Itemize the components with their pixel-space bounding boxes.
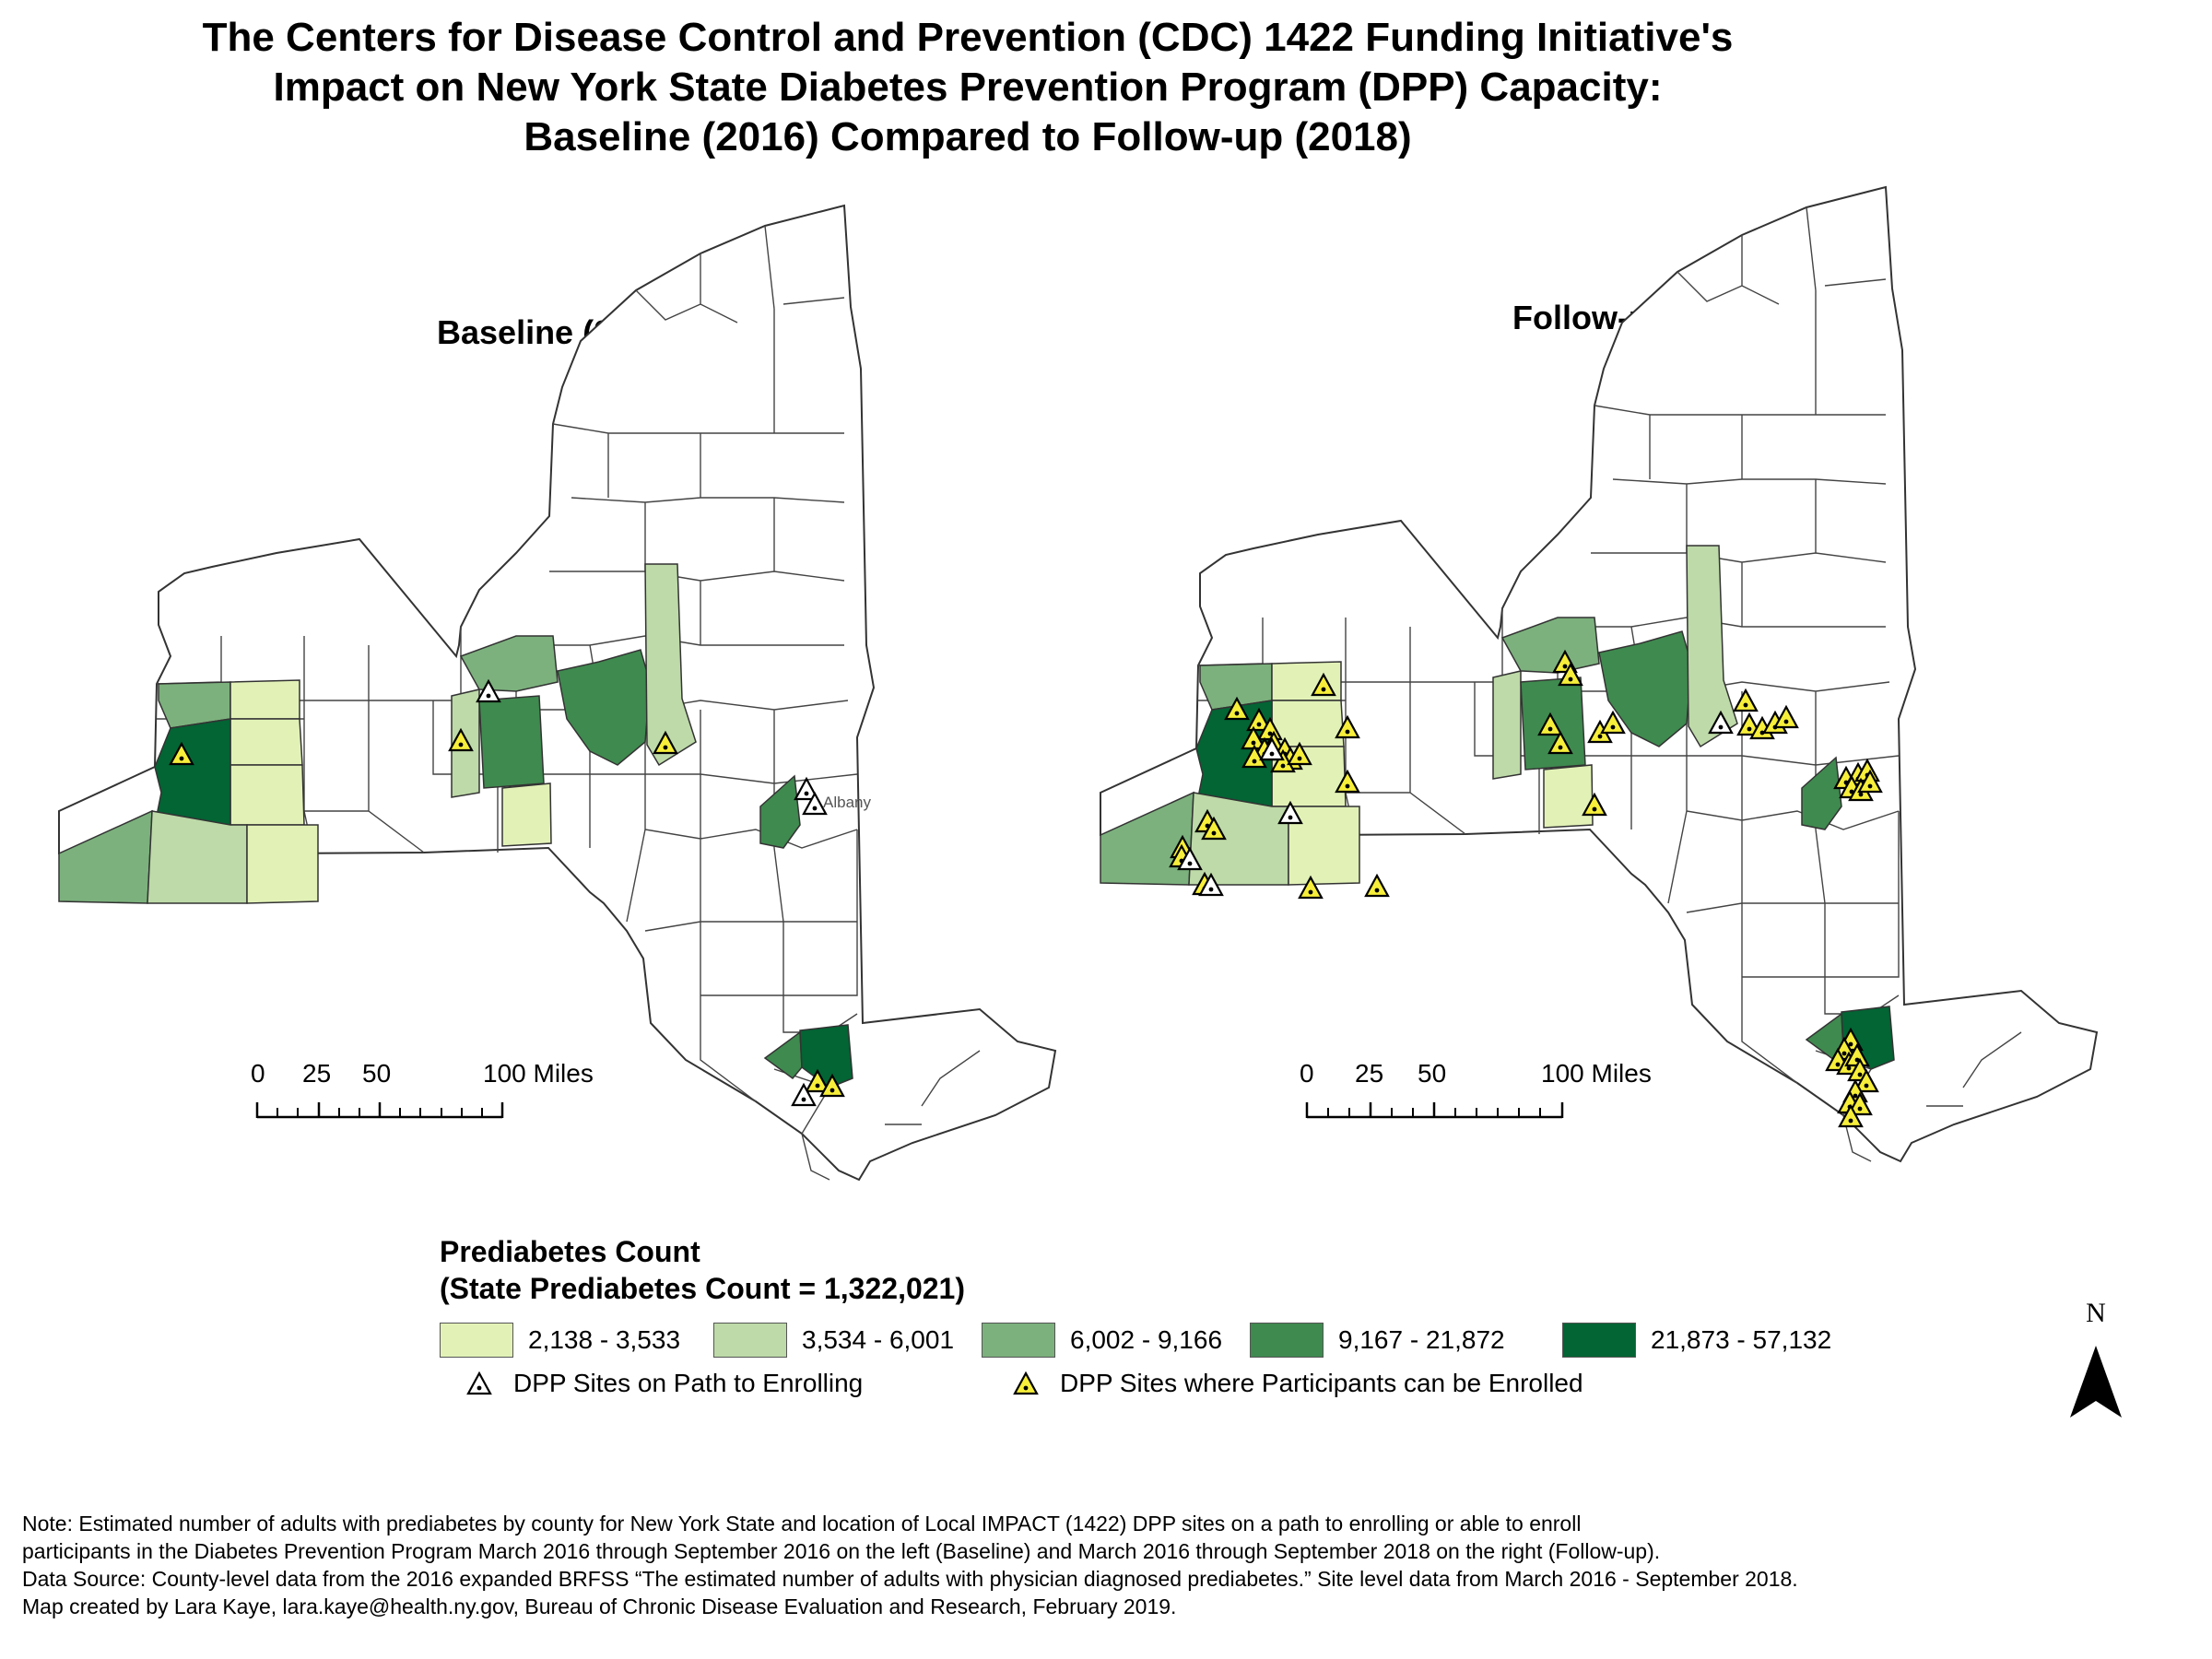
legend-class-label: 3,534 - 6,001	[802, 1325, 955, 1354]
legend-class-label: 6,002 - 9,166	[1070, 1325, 1223, 1354]
followup-county-oneida	[1598, 630, 1692, 747]
scale-label-0: 0	[251, 1059, 265, 1088]
legend-class-4: 9,167 - 21,872	[1250, 1323, 1505, 1358]
legend-class-label: 2,138 - 3,533	[528, 1325, 681, 1354]
followup-site-enrolled	[1364, 874, 1390, 898]
legend-title-line-2: (State Prediabetes Count = 1,322,021)	[440, 1272, 965, 1305]
baseline-county-wyoming	[229, 764, 305, 826]
baseline-county-cortland	[501, 782, 552, 847]
footnote-line-2: participants in the Diabetes Prevention …	[22, 1539, 1661, 1563]
legend-class-1: 2,138 - 3,533	[440, 1323, 680, 1358]
title-line-1: The Centers for Disease Control and Prev…	[202, 15, 1734, 60]
footnote-line-4: Map created by Lara Kaye, lara.kaye@heal…	[22, 1594, 1177, 1618]
title-line-3: Baseline (2016) Compared to Follow-up (2…	[524, 114, 1412, 159]
baseline-county-oneida	[557, 649, 651, 766]
scale-label-50: 50	[1418, 1059, 1446, 1088]
legend-class-2: 3,534 - 6,001	[713, 1323, 954, 1358]
scale-label-100: 100 Miles	[483, 1059, 594, 1088]
scale-label-100: 100 Miles	[1541, 1059, 1652, 1088]
followup-county-cayuga	[1492, 670, 1522, 780]
followup-county-cortland	[1543, 764, 1594, 829]
followup-county-allegany	[1288, 806, 1360, 886]
north-label: N	[2086, 1298, 2106, 1328]
legend-class-3: 6,002 - 9,166	[982, 1323, 1222, 1358]
scale-label-0: 0	[1300, 1059, 1314, 1088]
baseline-county-onondaga	[478, 695, 545, 789]
followup-county-hamilton	[1686, 545, 1738, 748]
followup-county-genesee	[1271, 700, 1345, 747]
baseline-county-oswego	[459, 635, 559, 692]
baseline-map: Albany 0 25 50 100 Miles	[58, 205, 1056, 1181]
title-line-2: Impact on New York State Diabetes Preven…	[273, 65, 1663, 110]
followup-map	[1100, 186, 2098, 1162]
baseline-county-genesee	[229, 718, 303, 766]
legend-site-path: DPP Sites on Path to Enrolling	[465, 1369, 863, 1398]
scale-label-25: 25	[302, 1059, 331, 1088]
legend-site-path-label: DPP Sites on Path to Enrolling	[513, 1369, 864, 1397]
map-title: The Centers for Disease Control and Prev…	[0, 13, 1936, 162]
baseline-county-allegany	[246, 824, 319, 904]
legend-title-line-1: Prediabetes Count	[440, 1235, 700, 1268]
footnote-line-1: Note: Estimated number of adults with pr…	[22, 1512, 1582, 1535]
baseline-scale-bar: 0 25 50 100 Miles	[251, 1059, 594, 1119]
legend-site-enrolled-label: DPP Sites where Participants can be Enro…	[1060, 1369, 1583, 1397]
legend-swatch	[713, 1323, 787, 1358]
footnote-line-3: Data Source: County-level data from the …	[22, 1567, 1798, 1591]
legend-swatch	[982, 1323, 1055, 1358]
legend-title: Prediabetes Count (State Prediabetes Cou…	[440, 1233, 965, 1307]
legend-swatch	[440, 1323, 513, 1358]
legend-class-5: 21,873 - 57,132	[1562, 1323, 1831, 1358]
legend-class-label: 9,167 - 21,872	[1338, 1325, 1505, 1354]
legend-site-enrolled: DPP Sites where Participants can be Enro…	[1012, 1369, 1583, 1398]
legend-class-label: 21,873 - 57,132	[1651, 1325, 1832, 1354]
baseline-county-westchester	[799, 1024, 853, 1088]
scale-label-25: 25	[1355, 1059, 1383, 1088]
white-triangle-icon	[466, 1371, 492, 1395]
followup-county-oswego	[1500, 617, 1600, 674]
baseline-county-cattaraugus	[147, 810, 248, 904]
albany-label: Albany	[823, 794, 871, 811]
baseline-county-orleans	[229, 679, 300, 720]
legend-swatch	[1562, 1323, 1636, 1358]
north-arrow-icon: N	[2070, 1298, 2122, 1418]
baseline-county-albany	[759, 774, 801, 849]
followup-scale-bar: 0 25 50 100 Miles	[1300, 1059, 1652, 1119]
yellow-triangle-icon	[1013, 1371, 1039, 1395]
scale-label-50: 50	[362, 1059, 391, 1088]
legend-swatch	[1250, 1323, 1324, 1358]
footnote: Note: Estimated number of adults with pr…	[22, 1510, 1798, 1620]
baseline-county-hamilton	[644, 563, 697, 767]
followup-county-albany	[1801, 756, 1842, 830]
